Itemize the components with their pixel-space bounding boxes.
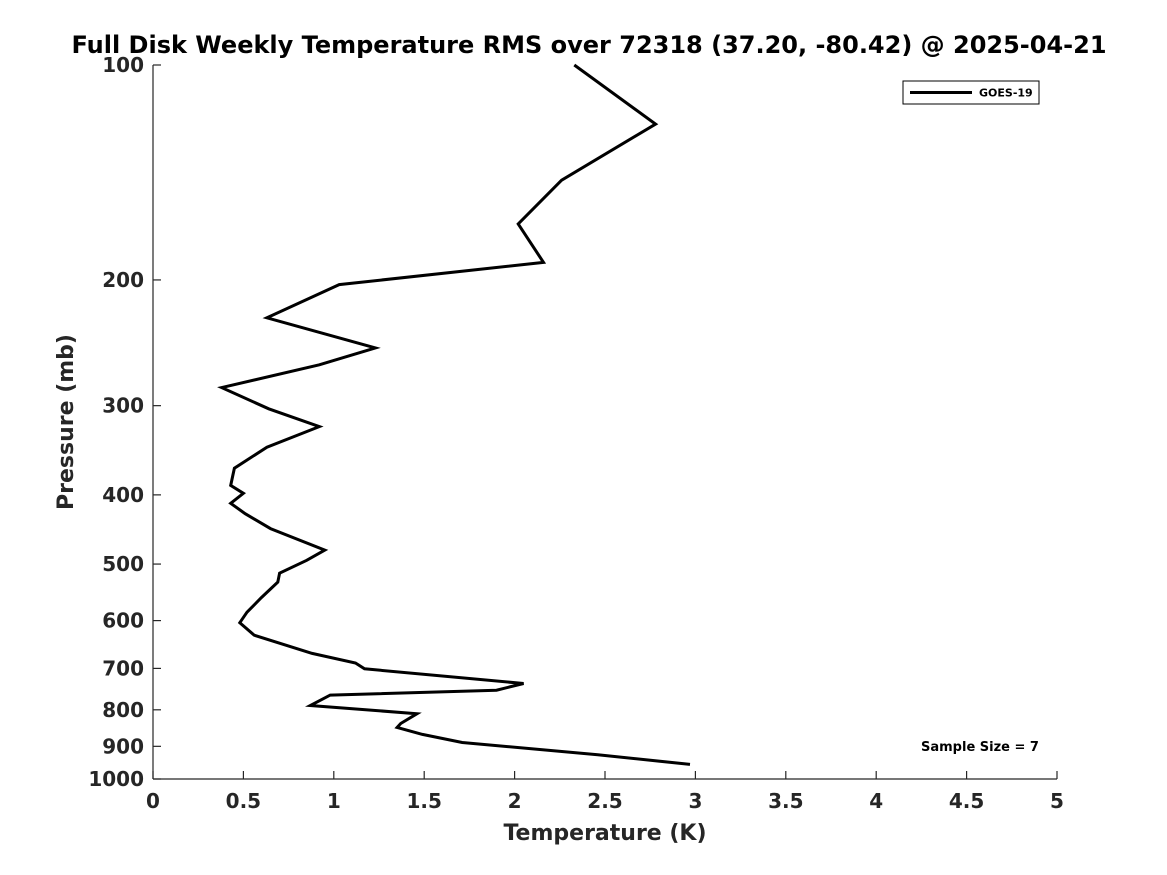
- x-tick-label: 3.5: [768, 789, 803, 813]
- x-tick-label: 2.5: [587, 789, 622, 813]
- x-tick-label: 4: [869, 789, 883, 813]
- y-axis-label: Pressure (mb): [54, 334, 79, 510]
- y-tick-label: 300: [102, 394, 144, 418]
- x-tick-label: 4.5: [949, 789, 984, 813]
- x-tick-label: 2: [508, 789, 522, 813]
- chart-title: Full Disk Weekly Temperature RMS over 72…: [71, 31, 1106, 59]
- x-axis-label: Temperature (K): [503, 821, 706, 846]
- y-tick-label: 500: [102, 552, 144, 576]
- x-tick-label: 1.5: [406, 789, 441, 813]
- y-tick-label: 800: [102, 698, 144, 722]
- y-tick-label: 600: [102, 609, 144, 633]
- y-ticks: 100 200 300 400 500 600 700 800 900 1000: [88, 53, 161, 791]
- x-tick-label: 0: [146, 789, 160, 813]
- x-ticks: 0 0.5 1 1.5 2 2.5 3 3.5 4 4.5 5: [146, 771, 1064, 813]
- x-tick-label: 3: [688, 789, 702, 813]
- x-tick-label: 5: [1050, 789, 1064, 813]
- y-tick-label: 100: [102, 53, 144, 77]
- legend-label-goes-19: GOES-19: [979, 87, 1033, 100]
- series-layer: [222, 65, 690, 764]
- series-line-goes-19: [222, 65, 690, 764]
- x-tick-label: 1: [327, 789, 341, 813]
- y-tick-label: 1000: [88, 767, 144, 791]
- y-tick-label: 700: [102, 656, 144, 680]
- plot-area: [153, 65, 1057, 779]
- y-tick-label: 900: [102, 734, 144, 758]
- sample-size-annotation: Sample Size = 7: [921, 740, 1039, 755]
- x-tick-label: 0.5: [226, 789, 261, 813]
- y-tick-label: 400: [102, 483, 144, 507]
- y-tick-label: 200: [102, 268, 144, 292]
- legend: GOES-19: [903, 81, 1039, 104]
